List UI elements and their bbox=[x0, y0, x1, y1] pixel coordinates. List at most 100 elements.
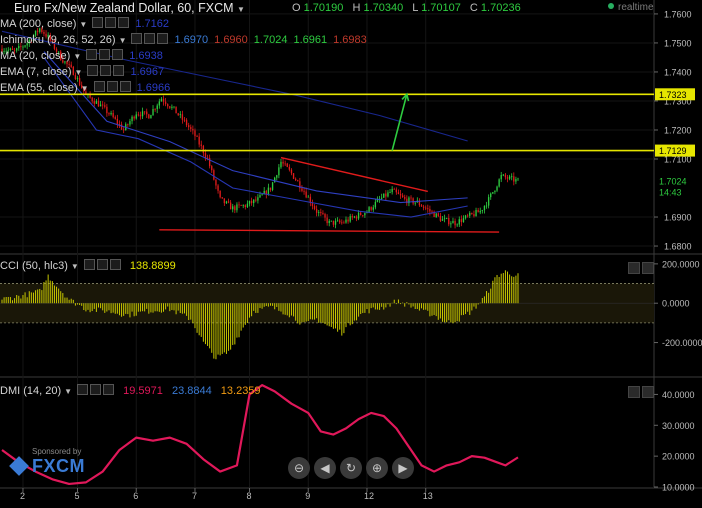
indicator-settings-icon[interactable] bbox=[92, 17, 104, 28]
cci-pane-maximize-icon[interactable] bbox=[628, 262, 640, 274]
symbol-dropdown-icon[interactable]: ▼ bbox=[237, 5, 245, 14]
indicator-dropdown-icon[interactable]: ▼ bbox=[73, 52, 82, 61]
cci-name[interactable]: CCI (50, hlc3) bbox=[0, 260, 68, 272]
indicator-name[interactable]: EMA (7, close) bbox=[0, 66, 72, 78]
candle-body bbox=[196, 136, 198, 137]
cci-legend[interactable]: CCI (50, hlc3) ▼ 138.8899 bbox=[0, 259, 176, 274]
indicator-settings-icon[interactable] bbox=[93, 81, 105, 92]
candle-body bbox=[62, 60, 64, 63]
candle-body bbox=[349, 216, 351, 222]
dmi-close-icon[interactable] bbox=[103, 384, 115, 395]
candle-body bbox=[234, 206, 236, 211]
candle-body bbox=[22, 46, 24, 48]
indicator-close-icon[interactable] bbox=[119, 81, 131, 92]
zoom-out-button[interactable]: ⊖ bbox=[288, 457, 310, 479]
candle-body bbox=[179, 114, 181, 116]
axis-layer: 1.7600 1.7500 1.7400 1.7300 1.7200 1.7100 1.69… bbox=[20, 9, 702, 501]
candle-body bbox=[131, 116, 133, 122]
indicator-close-icon[interactable] bbox=[118, 17, 130, 28]
indicator-value: 1.6983 bbox=[333, 34, 367, 46]
dmi-pane-close-icon[interactable] bbox=[642, 386, 654, 398]
candle-body bbox=[211, 166, 213, 171]
moving-average-line bbox=[1, 30, 468, 142]
indicator-settings-icon[interactable] bbox=[87, 65, 99, 76]
candle-body bbox=[334, 220, 337, 225]
cci-hide-icon[interactable] bbox=[96, 259, 108, 270]
candle-body bbox=[274, 177, 276, 183]
dmi-name[interactable]: DMI (14, 20) bbox=[0, 385, 62, 397]
dmi-dropdown-icon[interactable]: ▼ bbox=[64, 387, 73, 396]
indicator-dropdown-icon[interactable]: ▼ bbox=[74, 68, 83, 77]
candle-body bbox=[227, 201, 230, 203]
dmi-tick-label: 20.0000 bbox=[662, 452, 695, 462]
indicator-close-icon[interactable] bbox=[113, 65, 125, 76]
dmi-legend[interactable]: DMI (14, 20) ▼ 19.5971 23.8844 13.2359 bbox=[0, 384, 261, 399]
indicator-dropdown-icon[interactable]: ▼ bbox=[79, 20, 88, 29]
indicator-close-icon[interactable] bbox=[112, 49, 124, 60]
indicator-name[interactable]: Ichimoku (9, 26, 52, 26) bbox=[0, 34, 116, 46]
indicator-close-icon[interactable] bbox=[157, 33, 169, 44]
indicator-hide-icon[interactable] bbox=[105, 17, 117, 28]
cci-pane-close-icon[interactable] bbox=[642, 262, 654, 274]
indicator-value: 1.7162 bbox=[135, 18, 169, 30]
candle-body bbox=[45, 33, 47, 37]
candle-body bbox=[183, 119, 186, 121]
scroll-left-button[interactable]: ◀ bbox=[314, 457, 336, 479]
candle-body bbox=[318, 212, 320, 213]
reset-button[interactable]: ↻ bbox=[340, 457, 362, 479]
indicator-row[interactable]: MA (20, close) ▼ 1.6938 bbox=[0, 49, 163, 64]
indicator-settings-icon[interactable] bbox=[131, 33, 143, 44]
symbol-title[interactable]: Euro Fx/New Zealand Dollar, 60, FXCM ▼ bbox=[14, 1, 245, 15]
candle-body bbox=[376, 199, 379, 202]
indicator-name[interactable]: MA (200, close) bbox=[0, 18, 77, 30]
indicator-dropdown-icon[interactable]: ▼ bbox=[118, 36, 127, 45]
cci-close-icon[interactable] bbox=[109, 259, 121, 270]
candle-body bbox=[238, 204, 240, 206]
candle-body bbox=[462, 218, 465, 223]
candle-body bbox=[508, 176, 511, 179]
candle-body bbox=[475, 209, 477, 217]
projection-arrow-head[interactable] bbox=[401, 92, 410, 102]
candle-body bbox=[339, 220, 341, 223]
dmi-pane-maximize-icon[interactable] bbox=[628, 386, 640, 398]
candle-body bbox=[450, 223, 452, 225]
candle-body bbox=[39, 28, 41, 32]
indicator-value: 1.6961 bbox=[293, 34, 328, 46]
cci-tick-label: 200.0000 bbox=[662, 259, 700, 269]
candle-body bbox=[74, 75, 77, 80]
scroll-right-button[interactable]: ▶ bbox=[392, 457, 414, 479]
indicator-hide-icon[interactable] bbox=[99, 49, 111, 60]
cci-dropdown-icon[interactable]: ▼ bbox=[70, 262, 79, 271]
time-tick-label: 13 bbox=[423, 491, 433, 501]
price-tick-label: 1.7300 bbox=[664, 96, 692, 106]
sponsor-badge[interactable]: Sponsored by FXCM bbox=[9, 447, 85, 477]
indicator-dropdown-icon[interactable]: ▼ bbox=[80, 84, 89, 93]
candle-body bbox=[469, 212, 471, 216]
projection-arrow[interactable] bbox=[391, 94, 408, 151]
indicator-hide-icon[interactable] bbox=[106, 81, 118, 92]
zoom-in-button[interactable]: ⊕ bbox=[366, 457, 388, 479]
candle-body bbox=[135, 114, 137, 119]
ohlc-high-value: 1.70340 bbox=[363, 2, 404, 14]
indicator-hide-icon[interactable] bbox=[100, 65, 112, 76]
indicator-row[interactable]: EMA (55, close) ▼ 1.6966 bbox=[0, 81, 170, 96]
candle-body bbox=[341, 222, 343, 224]
ohlc-close-value: 1.70236 bbox=[480, 2, 521, 14]
indicator-row[interactable]: EMA (7, close) ▼ 1.6967 bbox=[0, 65, 164, 80]
dmi-settings-icon[interactable] bbox=[77, 384, 89, 395]
candle-body bbox=[160, 98, 163, 102]
dmi-hide-icon[interactable] bbox=[90, 384, 102, 395]
indicator-row[interactable]: Ichimoku (9, 26, 52, 26) ▼ 1.6970 1.6960 1.7… bbox=[0, 33, 367, 48]
indicator-hide-icon[interactable] bbox=[144, 33, 156, 44]
indicator-row[interactable]: MA (200, close) ▼ 1.7162 bbox=[0, 17, 169, 32]
indicator-name[interactable]: MA (20, close) bbox=[0, 50, 71, 62]
candle-body bbox=[483, 205, 486, 211]
trendline[interactable] bbox=[159, 229, 500, 233]
trendline[interactable] bbox=[280, 156, 428, 193]
indicator-name[interactable]: EMA (55, close) bbox=[0, 82, 78, 94]
candle-body bbox=[158, 101, 160, 106]
indicator-settings-icon[interactable] bbox=[86, 49, 98, 60]
cci-settings-icon[interactable] bbox=[83, 259, 95, 270]
